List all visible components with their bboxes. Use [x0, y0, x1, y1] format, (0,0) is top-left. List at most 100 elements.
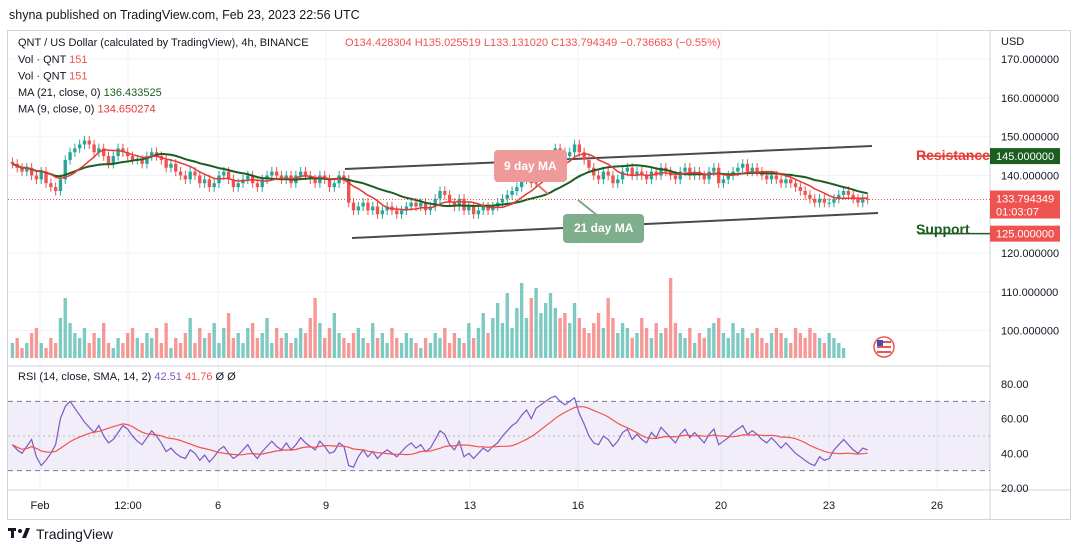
candle-body: [837, 194, 841, 199]
candle-body: [779, 179, 783, 184]
volume-bar: [673, 323, 678, 358]
resistance-trendline: [344, 145, 873, 170]
volume-bar: [294, 338, 298, 358]
time-tick-label: 6: [215, 500, 221, 512]
candle-body: [620, 171, 625, 180]
volume-bar: [270, 343, 274, 358]
volume-bar: [111, 348, 115, 358]
candle-body: [236, 183, 240, 188]
candle-body: [178, 171, 183, 176]
volume-bar: [462, 343, 466, 358]
volume-bar: [664, 328, 668, 358]
volume-bar: [63, 298, 67, 358]
volume-bar: [721, 333, 726, 358]
candle-body: [53, 187, 58, 191]
volume-bar: [515, 308, 519, 358]
volume-bar: [534, 288, 538, 358]
time-tick-label: 20: [715, 500, 727, 512]
volume-bar: [169, 348, 173, 358]
volume-bar: [255, 338, 260, 358]
support-label: Support: [916, 221, 970, 237]
volume-bar: [524, 318, 529, 358]
volume-bar: [553, 308, 557, 358]
rsi-axis-label: 60.00: [1001, 414, 1029, 426]
candle-body: [97, 148, 101, 153]
volume-bar: [44, 348, 48, 358]
volume-bar: [592, 323, 596, 358]
candle-body: [371, 206, 375, 211]
candle-body: [505, 194, 509, 199]
volume-bar: [29, 333, 34, 358]
candle-body: [231, 179, 236, 188]
volume-bar: [423, 338, 428, 358]
candle-body: [519, 179, 524, 188]
volume-bar: [654, 323, 658, 358]
candle-body: [721, 179, 726, 184]
candle-body: [635, 171, 639, 176]
volume-bar: [87, 343, 91, 358]
volume-bar: [351, 333, 356, 358]
volume-bar: [116, 338, 120, 358]
candle-body: [457, 198, 461, 207]
candle-body: [87, 140, 91, 145]
volume-bar: [361, 338, 365, 358]
volume-bar: [438, 338, 442, 358]
volume-bar: [769, 333, 774, 358]
volume-bar: [347, 343, 351, 358]
candle-body: [183, 175, 188, 180]
candle-body: [827, 202, 831, 204]
candle-body: [640, 171, 644, 176]
last-price-badge: [990, 190, 1060, 219]
candle-body: [846, 191, 851, 195]
candle-body: [226, 171, 231, 180]
candle-body: [111, 156, 115, 164]
volume-bar: [414, 343, 418, 358]
rsi-axis-label: 20.00: [1001, 483, 1029, 495]
volume-bar: [606, 298, 610, 358]
candle-body: [765, 175, 769, 180]
legend-item-value: 136.433525: [104, 87, 162, 99]
volume-bar: [73, 333, 77, 358]
volume-bar: [380, 333, 385, 358]
candle-body: [471, 206, 476, 215]
volume-bar: [544, 303, 548, 358]
candle-body: [77, 144, 82, 149]
candle-body: [332, 183, 336, 188]
volume-bar: [789, 343, 793, 358]
volume-bar: [308, 318, 312, 358]
volume-bar: [539, 313, 543, 358]
candle-body: [380, 210, 385, 215]
candle-body: [198, 175, 202, 184]
last-price-text: 133.794349: [996, 194, 1054, 206]
volume-bar: [318, 323, 322, 358]
rsi-null-value: Ø: [227, 371, 236, 383]
volume-bar: [832, 338, 836, 358]
flag-stripe: [877, 341, 891, 343]
time-tick-label: 26: [931, 500, 943, 512]
candle-body: [808, 194, 812, 199]
candle-body: [832, 198, 836, 203]
candle-body: [755, 167, 759, 172]
candle-body: [366, 202, 370, 211]
candle-body: [841, 191, 846, 195]
candle-body: [741, 163, 745, 168]
candle-body: [423, 202, 428, 211]
ma21-callout-box: [563, 214, 644, 243]
candle-body: [255, 183, 260, 188]
ohlc-values: O134.428304 H135.025519 L133.131020 C133…: [345, 37, 721, 49]
candle-body: [433, 198, 437, 207]
candle-body: [611, 175, 615, 184]
candle-body: [716, 167, 721, 184]
volume-bar: [260, 333, 264, 358]
volume-bar: [58, 318, 63, 358]
volume-bar: [198, 328, 202, 358]
candle-body: [476, 210, 481, 215]
ma21-callout-pointer: [577, 199, 599, 217]
candle-body: [789, 179, 793, 184]
volume-bar: [164, 323, 168, 358]
candle-body: [395, 210, 399, 215]
candle-body: [851, 194, 855, 199]
time-tick-label: Feb: [31, 500, 50, 512]
candle-body: [20, 167, 24, 172]
